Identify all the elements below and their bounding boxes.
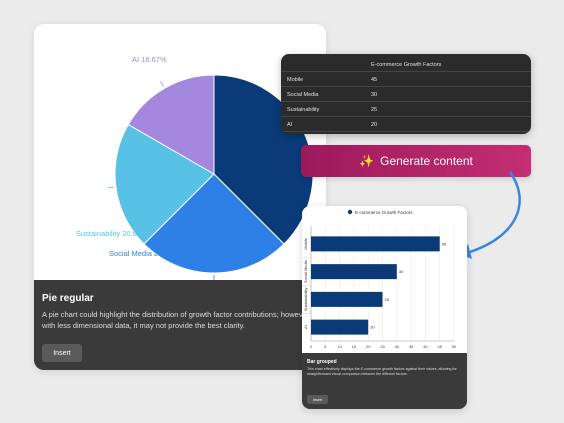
table-row: Sustainability 25 bbox=[281, 103, 531, 117]
pie-data-label: AI 16.67% bbox=[132, 55, 167, 64]
x-tick-label: 5 bbox=[324, 344, 327, 349]
pie-chart-card: Social Media 25.00% Sustainability 20.83%… bbox=[34, 24, 326, 370]
x-tick-label: 25 bbox=[380, 344, 385, 349]
generate-content-button[interactable]: ✨ Generate content bbox=[301, 145, 531, 177]
table-cell: Sustainability bbox=[287, 107, 320, 113]
bar-value-label: 20 bbox=[370, 325, 375, 330]
table-row: Mobile 45 bbox=[281, 73, 531, 87]
bar-value-label: 25 bbox=[385, 297, 390, 302]
x-tick-label: 50 bbox=[452, 344, 457, 349]
bar-sustainability bbox=[311, 291, 383, 307]
table-row: AI 20 bbox=[281, 118, 531, 132]
table-cell: Social Media bbox=[287, 92, 319, 98]
x-tick-label: 15 bbox=[352, 344, 357, 349]
table-cell: 20 bbox=[371, 122, 378, 128]
bar-mobile bbox=[311, 236, 440, 252]
pie-chart: Social Media 25.00% Sustainability 20.83%… bbox=[76, 55, 314, 280]
pie-card-description: A pie chart could highlight the distribu… bbox=[42, 310, 311, 330]
bar-value-label: 45 bbox=[442, 241, 447, 246]
bar-card-description: This chart effectively displays the E-co… bbox=[307, 367, 457, 376]
pie-data-label: Sustainability 20.83% bbox=[76, 229, 148, 238]
insert-button[interactable]: Insert bbox=[42, 344, 82, 362]
x-tick-label: 30 bbox=[395, 344, 400, 349]
x-tick-label: 20 bbox=[366, 344, 371, 349]
legend-marker bbox=[347, 209, 353, 215]
insert-button[interactable]: Insert bbox=[307, 395, 328, 404]
pie-data-label: Social Media 25.00% bbox=[109, 249, 180, 258]
pie-label-connector bbox=[107, 186, 114, 189]
y-tick-label: AI bbox=[303, 325, 308, 329]
data-table: E-commerce Growth Factors Mobile 45 Soci… bbox=[281, 54, 531, 134]
bar-card-footer: Bar grouped This chart effectively displ… bbox=[302, 353, 467, 409]
y-tick-label: Sustainability bbox=[303, 288, 308, 312]
x-tick-label: 45 bbox=[437, 344, 442, 349]
bar-ai bbox=[311, 319, 369, 335]
x-tick-label: 10 bbox=[337, 344, 342, 349]
table-cell: Mobile bbox=[287, 77, 304, 83]
table-cell: AI bbox=[287, 122, 293, 128]
pie-slice-social-media bbox=[143, 173, 285, 274]
pie-slice-ai bbox=[127, 74, 215, 175]
bar-chart-card: E-commerce Growth Factors 0 5 10 15 20 25 30 35 4… bbox=[302, 206, 467, 409]
table-cell: 30 bbox=[371, 92, 378, 98]
pie-slice-sustainability bbox=[114, 123, 215, 245]
pie-card-footer: Pie regular A pie chart could highlight … bbox=[34, 280, 326, 370]
legend-label: E-commerce Growth Factors bbox=[355, 210, 413, 215]
pie-card-title: Pie regular bbox=[42, 293, 94, 304]
bar-card-title: Bar grouped bbox=[307, 359, 337, 365]
generate-content-label: Generate content bbox=[380, 154, 473, 168]
pie-label-connector bbox=[160, 81, 164, 87]
y-tick-label: Mobile bbox=[303, 237, 308, 250]
table-cell: 45 bbox=[371, 77, 378, 83]
bar-value-label: 30 bbox=[399, 269, 404, 274]
x-tick-label: 40 bbox=[423, 344, 428, 349]
x-tick-label: 35 bbox=[409, 344, 414, 349]
table-header-row: E-commerce Growth Factors bbox=[281, 58, 531, 72]
sparkle-icon: ✨ bbox=[359, 154, 375, 168]
table-header-cell: E-commerce Growth Factors bbox=[371, 62, 442, 68]
table-cell: 25 bbox=[371, 107, 378, 113]
x-tick-label: 0 bbox=[310, 344, 313, 349]
bar-chart: E-commerce Growth Factors 0 5 10 15 20 25 30 35 4… bbox=[302, 209, 457, 349]
bar-social-media bbox=[311, 264, 397, 280]
y-tick-label: Social Media bbox=[303, 259, 308, 283]
table-row: Social Media 30 bbox=[281, 88, 531, 102]
